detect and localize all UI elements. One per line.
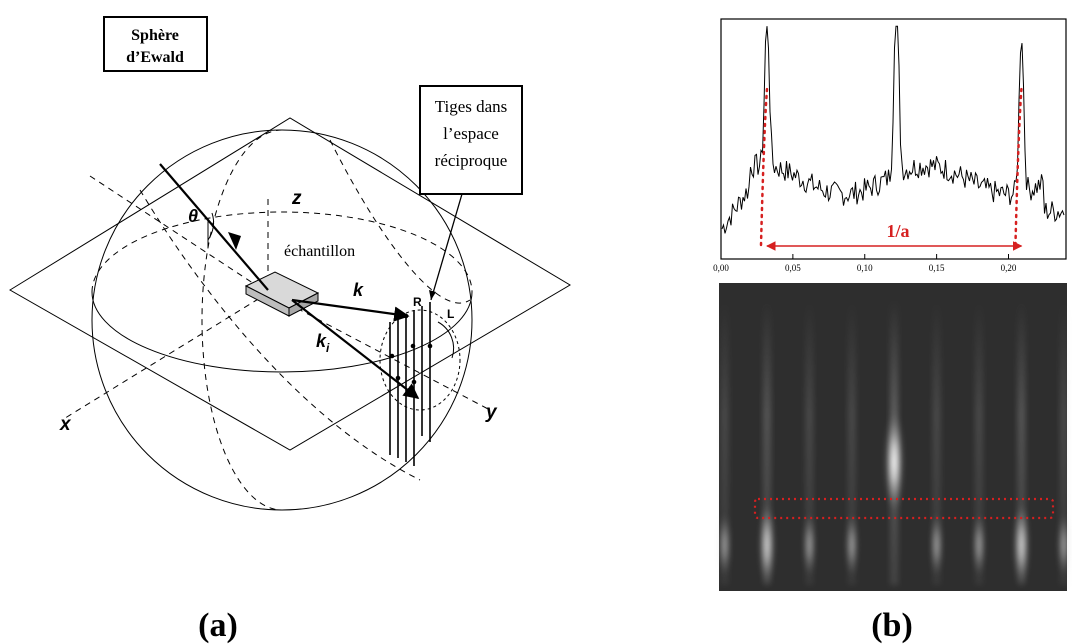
x-tick-label: 0,10 [857,263,873,273]
rheed-streak [975,300,984,585]
rheed-spot [1057,513,1070,577]
sphere-equator-front [91,291,473,373]
profile-ticks: 0,00 0,05 0,10 0,15 0,20 [713,254,1017,273]
rheed-streak [720,300,729,585]
x-tick-label: 0,00 [713,263,729,273]
axis-x-line [61,292,269,421]
axis-y-line [267,292,491,411]
incident-beam [159,163,269,291]
peak-guide-2 [1014,87,1023,247]
laue-circle [379,309,461,411]
rheed-spot [930,513,943,577]
rheed-pattern [718,283,1070,591]
axis-y-label: y [485,402,498,423]
rheed-streaks [718,300,1070,587]
rheed-streak [1017,300,1026,585]
ki-subscript: i [326,341,330,355]
sample-label: échantillon [284,243,355,260]
sphere-equator-back [91,211,473,293]
k-vector [291,298,410,322]
rheed-spot [973,513,985,577]
ewald-box-line1: Sphère [131,27,179,44]
rheed-spot [885,412,904,512]
ewald-sphere [91,129,473,511]
rod-points [389,313,433,385]
rheed-streak [763,300,771,585]
rods-box-line2: l’espace [443,124,499,143]
peak-guide-1 [759,87,769,247]
rheed-spot [718,513,731,577]
rheed-selection-box [753,497,1055,520]
panel-b-caption: (b) [871,607,913,644]
panel-a: Sphère d’Ewald Tiges dans l’espace récip… [9,16,571,644]
panel-a-caption: (a) [198,607,238,644]
profile-plot: 0,00 0,05 0,10 0,15 0,20 1/a [713,18,1067,273]
L-label: L [447,307,454,321]
rheed-spot [845,513,858,577]
panel-b: 0,00 0,05 0,10 0,15 0,20 1/a (b) [713,18,1070,644]
rheed-spot [759,503,775,587]
sphere-meridian-2 [139,189,421,481]
rheed-streak [932,300,941,585]
rheed-streak [847,300,856,585]
ewald-box-line2: d’Ewald [126,49,184,66]
profile-frame [720,18,1067,260]
ki-label: ki [316,331,330,355]
rods-box-line3: réciproque [435,151,508,170]
rheed-streak [805,300,814,585]
theta-arc [207,212,215,241]
profile-line [721,25,1065,234]
horizontal-dash [89,175,269,294]
L-arc [437,321,455,359]
rods-box [419,85,523,195]
sphere-meridian-1 [201,129,283,511]
incident-beam-arrow [228,232,241,250]
R-label: R [413,295,422,309]
axis-x-label: x [59,414,72,435]
period-label: 1/a [886,221,909,241]
rods-callout-pointer [430,193,463,301]
ki-vector [291,299,420,399]
rods-box-line1: Tiges dans [435,97,508,116]
ewald-box [103,16,208,72]
axis-z-label: z [291,188,302,209]
rheed-spot [1013,503,1030,587]
rods-callout-arrowhead [429,290,436,300]
sample-plane [9,117,571,451]
rheed-spot [803,513,816,577]
x-tick-label: 0,05 [785,263,801,273]
sample-side-2 [288,292,319,317]
x-tick-label: 0,15 [929,263,945,273]
rheed-streak [1059,300,1068,585]
x-tick-label: 0,20 [1001,263,1017,273]
profile-guides [759,87,1023,251]
k-label: k [353,280,364,300]
sphere-meridian-3 [329,139,471,304]
reciprocal-rods [389,302,431,466]
theta-label: θ [188,206,198,226]
